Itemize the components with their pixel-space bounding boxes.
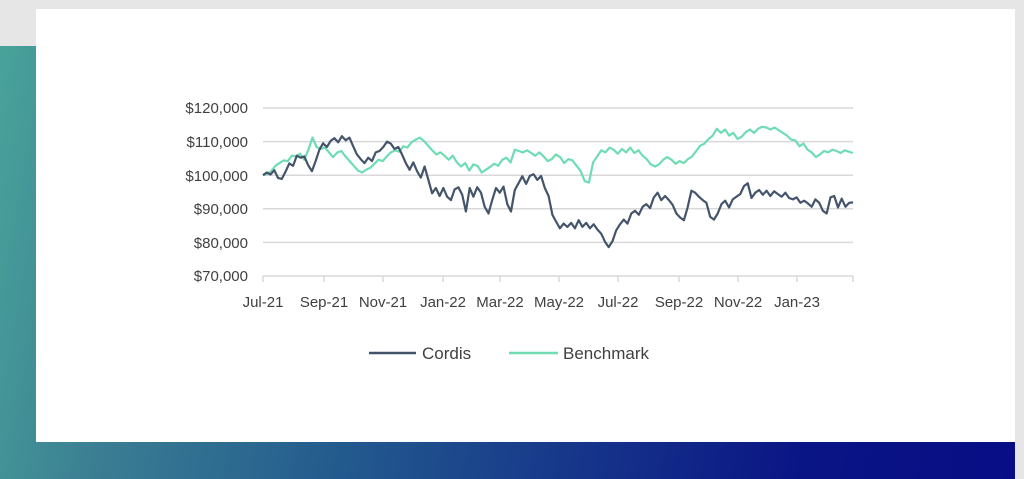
benchmark-series-line [262,125,854,184]
y-tick-label: $120,000 [185,100,248,117]
legend-label: Benchmark [563,344,649,363]
x-tick-label: Jul-22 [598,294,639,311]
chart-card [36,9,1015,442]
legend-label: Cordis [422,344,471,363]
x-tick-label: Sep-22 [655,294,703,311]
y-tick-label: $100,000 [185,168,248,185]
x-tick-label: Jul-21 [243,294,284,311]
x-tick-label: Jan-23 [774,294,820,311]
gridlines [263,107,853,244]
x-tick-label: Jan-22 [420,294,466,311]
legend: Cordis Benchmark [369,344,649,363]
y-tick-label: $70,000 [194,268,248,285]
legend-item-benchmark[interactable]: Benchmark [509,344,649,363]
legend-item-cordis[interactable]: Cordis [369,344,471,363]
cordis-series-line [262,135,854,249]
x-tick-label: May-22 [534,294,584,311]
x-tick-label: Nov-21 [359,294,407,311]
x-tick-label: Nov-22 [714,294,762,311]
x-tick-label: Mar-22 [476,294,524,311]
y-tick-label: $110,000 [187,134,248,151]
y-tick-label: $80,000 [194,235,248,252]
y-axis: $120,000 $110,000 $100,000 $90,000 $80,0… [185,100,248,285]
y-tick-label: $90,000 [194,201,248,218]
x-axis: Jul-21 Sep-21 Nov-21 Jan-22 Mar-22 May-2… [243,275,854,311]
x-tick-label: Sep-21 [300,294,348,311]
